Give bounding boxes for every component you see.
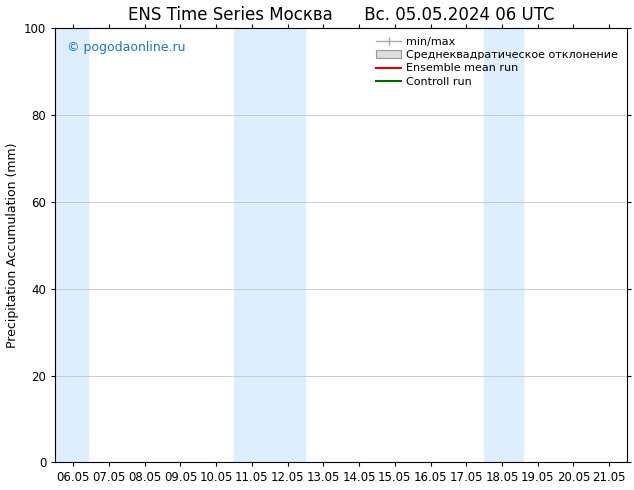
Bar: [234, 28, 306, 463]
Legend: min/max, Среднеквадратическое отклонение, Ensemble mean run, Controll run: min/max, Среднеквадратическое отклонение…: [373, 33, 621, 90]
Bar: [55, 28, 87, 463]
Title: ENS Time Series Москва      Вс. 05.05.2024 06 UTC: ENS Time Series Москва Вс. 05.05.2024 06…: [128, 5, 555, 24]
Text: © pogodaonline.ru: © pogodaonline.ru: [67, 41, 185, 54]
Y-axis label: Precipitation Accumulation (mm): Precipitation Accumulation (mm): [6, 143, 18, 348]
Bar: [484, 28, 524, 463]
